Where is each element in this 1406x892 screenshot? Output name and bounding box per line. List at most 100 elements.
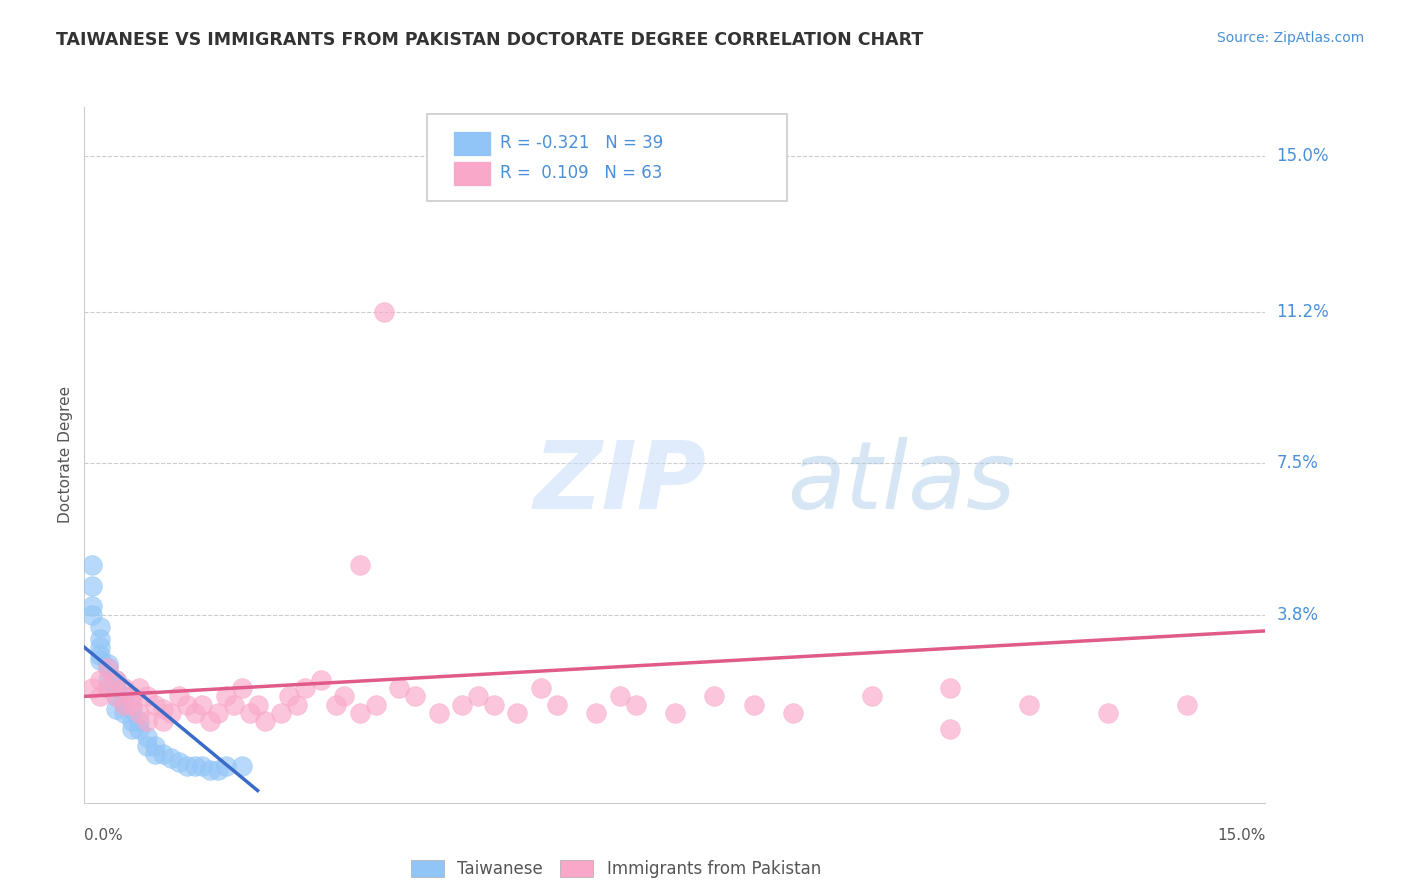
Point	[136, 690, 159, 704]
Point	[143, 747, 166, 761]
Point	[136, 739, 159, 753]
Point	[121, 701, 143, 715]
Point	[97, 681, 120, 696]
Point	[104, 673, 127, 687]
Point	[112, 690, 135, 704]
Point	[112, 706, 135, 720]
Point	[82, 681, 104, 696]
Point	[128, 714, 150, 728]
Point	[1018, 698, 1040, 712]
Point	[215, 759, 238, 773]
Point	[183, 759, 205, 773]
Point	[136, 731, 159, 745]
Point	[136, 714, 159, 728]
Point	[333, 690, 356, 704]
Point	[143, 698, 166, 712]
Point	[285, 698, 308, 712]
Y-axis label: Doctorate Degree: Doctorate Degree	[58, 386, 73, 524]
Point	[294, 681, 316, 696]
Point	[207, 706, 229, 720]
Point	[200, 714, 222, 728]
Point	[215, 690, 238, 704]
Point	[89, 620, 111, 634]
Point	[89, 652, 111, 666]
Point	[939, 722, 962, 736]
Point	[97, 661, 120, 675]
Legend: Taiwanese, Immigrants from Pakistan: Taiwanese, Immigrants from Pakistan	[404, 854, 828, 885]
Point	[152, 747, 174, 761]
Point	[349, 558, 371, 573]
Point	[128, 681, 150, 696]
Point	[231, 681, 253, 696]
Point	[546, 698, 568, 712]
Point	[152, 714, 174, 728]
Point	[121, 714, 143, 728]
Point	[200, 763, 222, 777]
Point	[364, 698, 387, 712]
Point	[191, 698, 214, 712]
Point	[89, 640, 111, 655]
Point	[121, 722, 143, 736]
Point	[388, 681, 411, 696]
Point	[89, 648, 111, 663]
Point	[112, 698, 135, 712]
Point	[231, 759, 253, 773]
Point	[703, 690, 725, 704]
Text: 0.0%: 0.0%	[84, 828, 124, 843]
Point	[451, 698, 474, 712]
Point	[349, 706, 371, 720]
Point	[112, 698, 135, 712]
Point	[782, 706, 804, 720]
Point	[89, 690, 111, 704]
Point	[309, 673, 332, 687]
Point	[1097, 706, 1119, 720]
Point	[191, 759, 214, 773]
Point	[97, 673, 120, 687]
Point	[128, 722, 150, 736]
Point	[222, 698, 245, 712]
Point	[176, 759, 198, 773]
Point	[82, 579, 104, 593]
Point	[742, 698, 765, 712]
Point	[624, 698, 647, 712]
Text: TAIWANESE VS IMMIGRANTS FROM PAKISTAN DOCTORATE DEGREE CORRELATION CHART: TAIWANESE VS IMMIGRANTS FROM PAKISTAN DO…	[56, 31, 924, 49]
Point	[143, 739, 166, 753]
Point	[860, 690, 883, 704]
Text: ZIP: ZIP	[533, 437, 706, 529]
Point	[1175, 698, 1198, 712]
Point	[585, 706, 607, 720]
Text: R =  0.109   N = 63: R = 0.109 N = 63	[501, 164, 662, 182]
Point	[121, 698, 143, 712]
Point	[939, 681, 962, 696]
Point	[207, 763, 229, 777]
Point	[104, 690, 127, 704]
Point	[254, 714, 277, 728]
Text: 15.0%: 15.0%	[1218, 828, 1265, 843]
Point	[104, 701, 127, 715]
Point	[104, 673, 127, 687]
Point	[530, 681, 553, 696]
Point	[97, 661, 120, 675]
Text: R = -0.321   N = 39: R = -0.321 N = 39	[501, 134, 664, 153]
Point	[183, 706, 205, 720]
Text: 15.0%: 15.0%	[1277, 147, 1329, 165]
FancyBboxPatch shape	[453, 131, 491, 156]
Point	[121, 690, 143, 704]
Point	[97, 657, 120, 671]
Point	[482, 698, 505, 712]
Point	[82, 558, 104, 573]
Point	[373, 304, 395, 318]
Point	[239, 706, 262, 720]
Point	[404, 690, 426, 704]
Point	[467, 690, 489, 704]
Text: 7.5%: 7.5%	[1277, 454, 1319, 472]
Point	[506, 706, 529, 720]
Point	[270, 706, 292, 720]
Point	[89, 673, 111, 687]
Point	[104, 681, 127, 696]
Point	[278, 690, 301, 704]
Point	[325, 698, 347, 712]
Point	[176, 698, 198, 712]
Text: 3.8%: 3.8%	[1277, 606, 1319, 624]
Point	[82, 607, 104, 622]
